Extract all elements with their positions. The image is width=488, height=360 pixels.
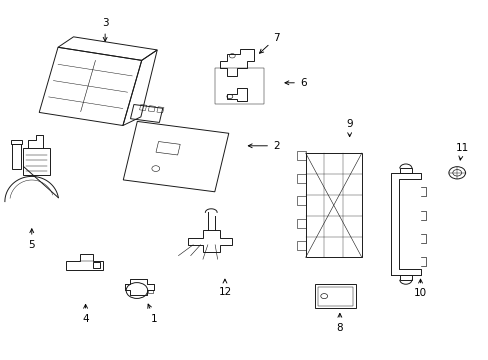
Text: 6: 6 xyxy=(285,78,306,88)
Text: 5: 5 xyxy=(28,229,35,250)
Bar xyxy=(215,68,264,104)
Text: 4: 4 xyxy=(82,305,89,324)
Bar xyxy=(93,262,100,268)
Text: 7: 7 xyxy=(259,33,279,53)
Bar xyxy=(399,275,411,280)
Bar xyxy=(305,153,361,257)
Bar xyxy=(399,168,411,173)
Bar xyxy=(296,241,305,250)
Text: 1: 1 xyxy=(147,304,157,324)
Bar xyxy=(296,174,305,183)
Bar xyxy=(315,284,355,308)
Bar xyxy=(148,290,153,293)
Text: 8: 8 xyxy=(336,314,343,333)
Text: 2: 2 xyxy=(248,141,279,151)
Text: 3: 3 xyxy=(102,18,108,41)
Bar xyxy=(12,144,21,169)
Bar xyxy=(318,287,352,306)
Bar xyxy=(23,148,50,175)
Bar xyxy=(296,196,305,205)
Bar xyxy=(296,151,305,160)
Bar xyxy=(11,140,22,144)
Text: 10: 10 xyxy=(413,279,426,298)
Text: 11: 11 xyxy=(454,143,468,160)
Text: 12: 12 xyxy=(218,279,231,297)
Text: 9: 9 xyxy=(346,119,352,136)
Bar xyxy=(296,219,305,228)
